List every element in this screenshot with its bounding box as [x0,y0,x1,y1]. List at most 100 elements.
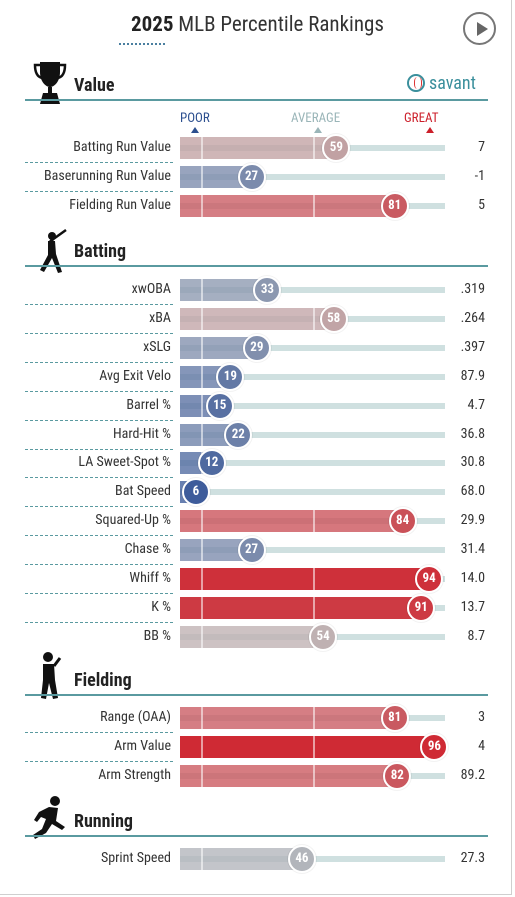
batter-icon [40,228,67,273]
metric-value: .264 [460,309,485,326]
metric-label: BB % [143,627,171,644]
play-button[interactable] [463,12,496,45]
metric-label: Fielding Run Value [69,196,171,213]
metric-value: 27.3 [460,850,485,866]
bar-gridline [201,568,204,590]
row-separator [25,477,173,479]
percentile-track [180,344,445,351]
percentile-bar[interactable] [180,764,398,787]
percentile-bar[interactable] [180,707,395,729]
bar-gridline [201,707,204,729]
title-text: MLB Percentile Rankings [178,13,384,37]
metric-value: 13.7 [460,598,485,615]
row-separator [25,535,173,537]
percentile-track [180,489,445,496]
metric-label: Bat Speed [115,483,171,500]
metric-value: .397 [460,338,485,355]
bar-gridline [201,764,204,787]
year-dropdown-underline [119,43,165,45]
percentile-bubble: 46 [287,845,316,873]
percentile-bubble: 29 [242,333,271,362]
row-separator [25,506,173,508]
bar-gridline [201,194,204,217]
metric-label: K % [151,598,171,615]
percentile-bar[interactable] [180,194,395,217]
percentile-bar[interactable] [180,848,302,870]
savant-logo: savant [407,73,476,94]
bar-gridline [201,423,204,446]
metric-value: 87.9 [460,367,485,384]
metric-label: Hard-Hit % [112,425,171,442]
metric-value: -1 [474,167,485,184]
metric-label: Barrel % [126,396,171,413]
section-title-value: Value [74,75,115,96]
scale-average-label: AVERAGE [291,111,341,126]
percentile-bar[interactable] [180,735,435,758]
percentile-bar[interactable] [180,307,334,330]
bar-gridline [201,394,204,417]
metric-value: 68.0 [460,483,485,500]
row-separator [25,190,173,192]
percentile-bar[interactable] [180,165,252,188]
page-title: 2025 MLB Percentile Rankings [0,13,515,37]
percentile-track [180,287,445,293]
bar-gridline [312,194,315,217]
bar-gridline [312,764,315,787]
bar-gridline [201,336,204,359]
scale-poor-label: POOR [180,111,210,126]
percentile-bubble: 19 [216,362,245,391]
percentile-bubble: 81 [380,704,409,732]
scale-average-marker [314,127,322,133]
fielder-icon [41,652,62,699]
metric-label: xBA [149,309,171,326]
metric-label: Batting Run Value [73,139,171,155]
metric-value: 5 [478,196,485,213]
metric-label: Arm Strength [98,766,171,783]
metric-label: Sprint Speed [100,850,171,866]
percentile-bubble: 22 [224,420,253,449]
metric-value: 4.7 [467,396,485,413]
percentile-track [180,373,445,380]
bar-gridline [201,510,204,533]
percentile-bar[interactable] [180,568,430,590]
title-year[interactable]: 2025 [131,13,174,37]
metric-value: 30.8 [460,454,485,471]
row-separator [25,361,173,363]
metric-label: Range (OAA) [100,709,171,725]
row-separator [25,593,173,594]
section-title-batting: Batting [74,241,127,262]
metric-value: 3 [478,709,485,725]
bar-gridline [201,848,204,870]
bar-gridline [201,165,204,188]
metric-label: Avg Exit Velo [99,367,171,384]
percentile-bar[interactable] [180,539,252,562]
percentile-bubble: 59 [322,134,351,162]
metric-label: Squared-Up % [95,512,171,529]
section-title-running: Running [74,811,133,832]
scale-great-marker [426,127,434,133]
percentile-bar[interactable] [180,625,324,648]
section-divider [25,835,488,837]
percentile-track [180,460,445,467]
metric-label: xSLG [143,338,171,355]
row-separator [25,390,173,392]
percentile-bar[interactable] [180,423,239,446]
percentile-bar[interactable] [180,510,403,533]
metric-label: Arm Value [114,737,171,754]
row-separator [25,732,173,733]
percentile-bubble: 6 [181,478,210,507]
percentile-bubble: 27 [237,536,266,565]
percentile-bubble: 27 [237,162,266,191]
percentile-bar[interactable] [180,137,337,159]
percentile-bar[interactable] [180,336,257,359]
bar-gridline [312,307,315,330]
row-separator [25,760,173,762]
bar-gridline [312,568,315,590]
percentile-bar[interactable] [180,596,422,619]
percentile-bubble: 84 [388,507,417,536]
section-divider [25,99,488,101]
baseball-icon [407,74,425,92]
metric-value: 31.4 [460,541,485,558]
percentile-bubble: 15 [205,391,234,420]
